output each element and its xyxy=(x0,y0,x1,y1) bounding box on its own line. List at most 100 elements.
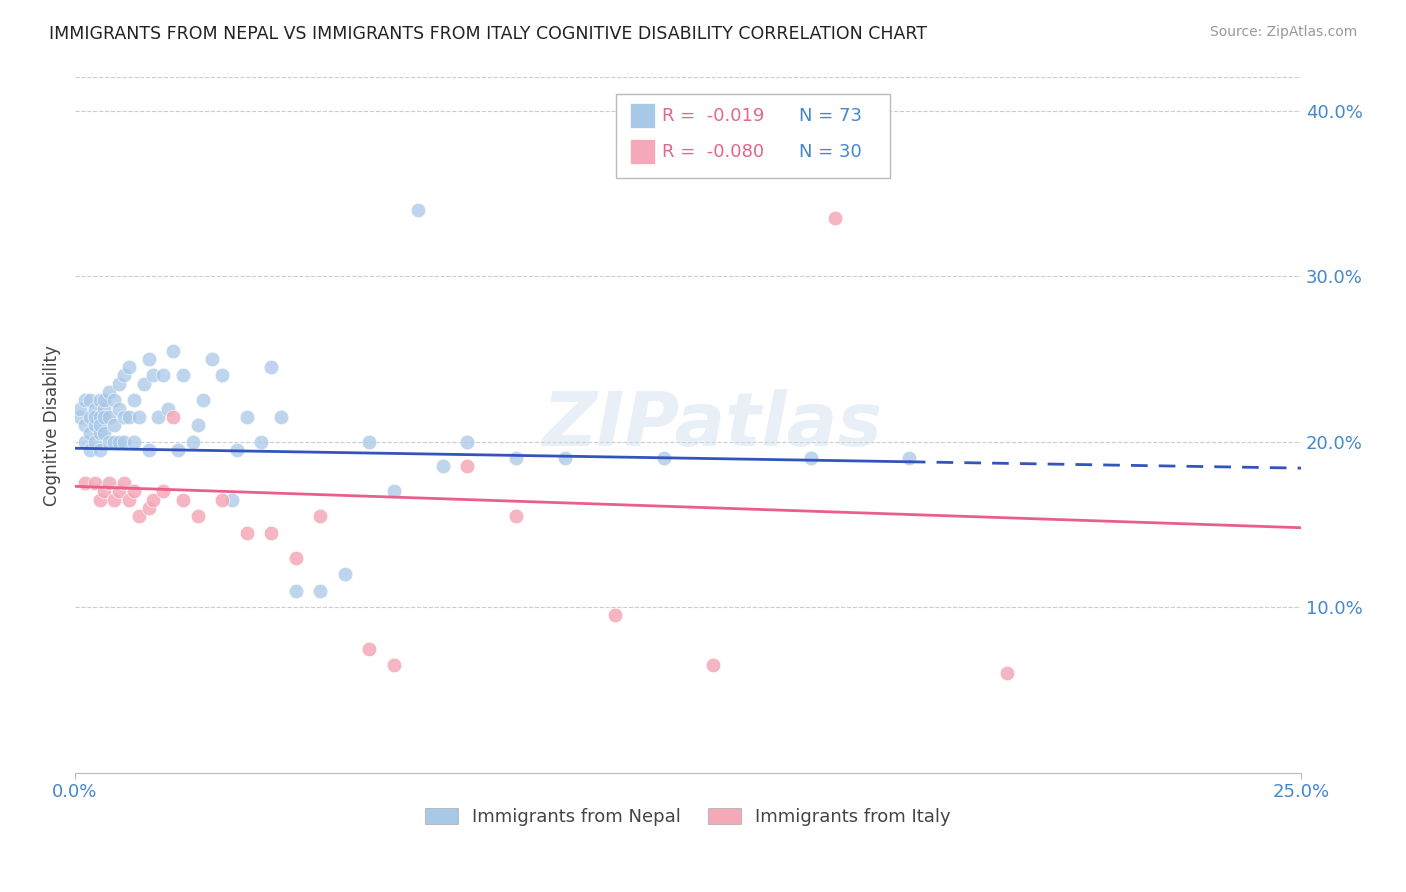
Point xyxy=(800,451,823,466)
Point xyxy=(181,434,204,449)
Point xyxy=(152,484,174,499)
Point xyxy=(83,401,105,416)
Point xyxy=(162,409,184,424)
Point xyxy=(211,368,233,383)
Point xyxy=(191,393,214,408)
Point xyxy=(211,492,233,507)
Point xyxy=(995,666,1018,681)
Point xyxy=(73,393,96,408)
Point xyxy=(73,434,96,449)
Point xyxy=(89,426,111,441)
Point xyxy=(456,434,478,449)
Point xyxy=(284,550,307,565)
Point xyxy=(112,434,135,449)
Point xyxy=(250,434,273,449)
Point xyxy=(122,434,145,449)
Point xyxy=(108,434,131,449)
Point xyxy=(221,492,243,507)
Point xyxy=(152,368,174,383)
Point xyxy=(505,451,527,466)
Point xyxy=(603,608,626,623)
Point xyxy=(108,484,131,499)
Point xyxy=(172,368,194,383)
Point xyxy=(157,401,180,416)
Point xyxy=(108,376,131,391)
Text: N = 73: N = 73 xyxy=(799,107,862,125)
Legend: Immigrants from Nepal, Immigrants from Italy: Immigrants from Nepal, Immigrants from I… xyxy=(418,800,957,833)
Point xyxy=(98,384,121,399)
Point xyxy=(138,442,160,457)
Point xyxy=(93,409,115,424)
Point xyxy=(93,401,115,416)
Point xyxy=(98,476,121,491)
Point xyxy=(408,202,430,217)
Y-axis label: Cognitive Disability: Cognitive Disability xyxy=(44,344,60,506)
Point xyxy=(93,484,115,499)
Point xyxy=(309,509,332,524)
Point xyxy=(103,393,125,408)
Point xyxy=(172,492,194,507)
Point xyxy=(112,368,135,383)
Point xyxy=(824,211,846,226)
Point xyxy=(235,409,257,424)
Text: ZIPatlas: ZIPatlas xyxy=(543,389,883,461)
Point xyxy=(112,409,135,424)
Point xyxy=(359,434,381,449)
Point xyxy=(382,658,405,673)
Point xyxy=(148,409,170,424)
Point xyxy=(89,442,111,457)
Point xyxy=(83,434,105,449)
Point xyxy=(260,525,283,540)
Point xyxy=(83,476,105,491)
Point xyxy=(284,583,307,598)
Point xyxy=(98,434,121,449)
Point xyxy=(138,500,160,515)
Point xyxy=(79,393,101,408)
Point xyxy=(93,393,115,408)
Point xyxy=(333,567,356,582)
Point xyxy=(432,459,454,474)
Point xyxy=(201,351,224,366)
Point xyxy=(382,484,405,499)
Point xyxy=(112,476,135,491)
Point xyxy=(260,360,283,375)
Point xyxy=(103,418,125,433)
Point xyxy=(89,409,111,424)
Point xyxy=(79,426,101,441)
Point xyxy=(142,492,165,507)
Point xyxy=(79,442,101,457)
Point xyxy=(128,409,150,424)
Point xyxy=(138,351,160,366)
Point xyxy=(73,418,96,433)
Point xyxy=(187,509,209,524)
Point xyxy=(118,409,141,424)
Point xyxy=(359,641,381,656)
Text: R =  -0.080: R = -0.080 xyxy=(662,143,765,161)
Point xyxy=(162,343,184,358)
Point xyxy=(142,368,165,383)
Point xyxy=(309,583,332,598)
Point xyxy=(128,509,150,524)
Point xyxy=(118,360,141,375)
Point xyxy=(897,451,920,466)
Point xyxy=(225,442,247,457)
Point xyxy=(122,484,145,499)
Point xyxy=(83,409,105,424)
Point xyxy=(108,401,131,416)
Point xyxy=(702,658,724,673)
Point xyxy=(98,409,121,424)
Text: R =  -0.019: R = -0.019 xyxy=(662,107,765,125)
Point xyxy=(652,451,675,466)
Point xyxy=(235,525,257,540)
Text: N = 30: N = 30 xyxy=(799,143,862,161)
Point xyxy=(79,409,101,424)
Point xyxy=(270,409,292,424)
Point xyxy=(554,451,576,466)
Point xyxy=(187,418,209,433)
Point xyxy=(456,459,478,474)
Point xyxy=(132,376,155,391)
Point xyxy=(118,492,141,507)
Point xyxy=(89,418,111,433)
Point xyxy=(505,509,527,524)
Point xyxy=(89,492,111,507)
